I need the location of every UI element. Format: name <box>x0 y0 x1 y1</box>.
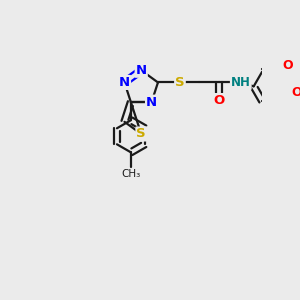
Text: S: S <box>175 76 185 89</box>
Text: NH: NH <box>231 76 251 89</box>
Text: O: O <box>213 94 224 107</box>
Text: N: N <box>136 64 147 77</box>
Text: CH₃: CH₃ <box>121 169 140 178</box>
Text: S: S <box>136 128 146 140</box>
Text: N: N <box>119 76 130 89</box>
Text: O: O <box>291 86 300 99</box>
Text: O: O <box>283 59 293 72</box>
Text: N: N <box>146 96 157 109</box>
